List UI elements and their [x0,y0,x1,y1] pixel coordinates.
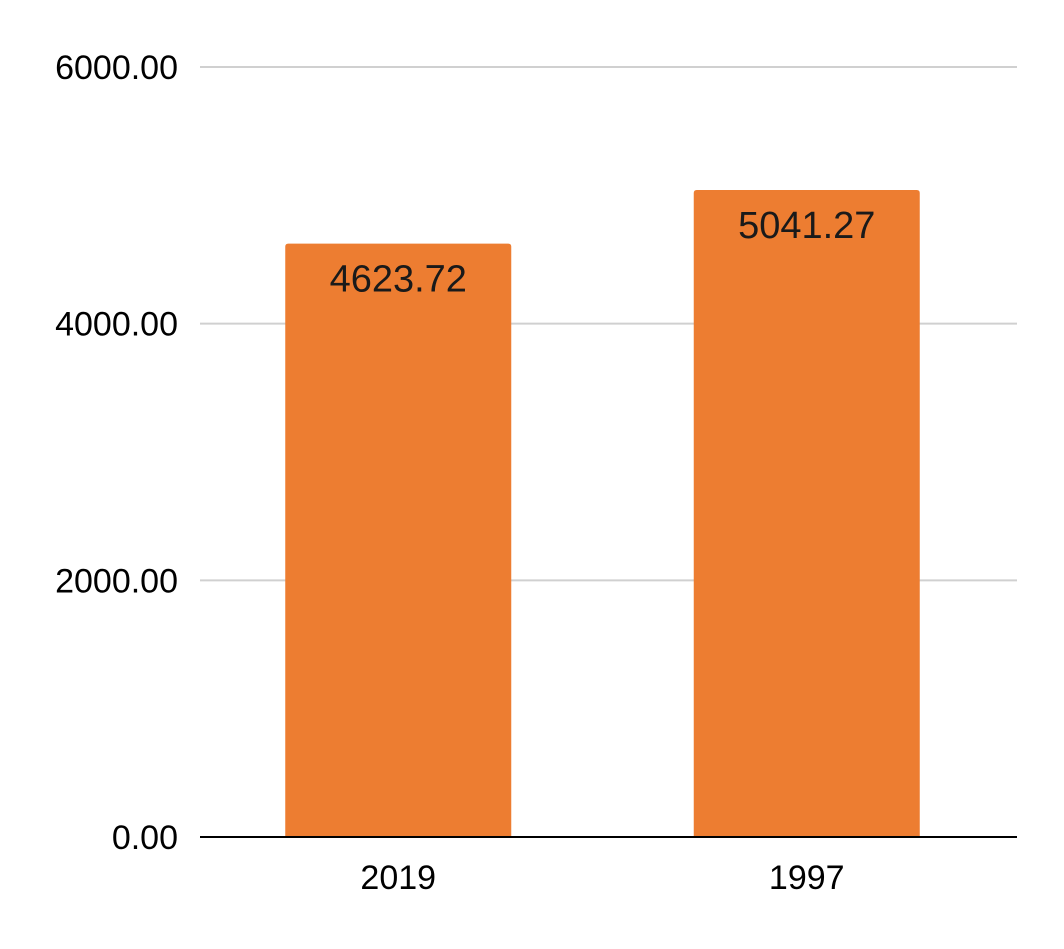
bar-1997 [693,190,920,838]
data-label-2019: 4623.72 [330,259,467,301]
data-label-1997: 5041.27 [738,205,875,247]
data-labels: 4623.72 5041.27 [330,205,876,301]
x-tick-label-1997: 1997 [769,859,845,897]
bar-2019 [285,243,512,837]
x-axis-tick-labels: 2019 1997 [360,859,844,897]
y-tick-label: 4000.00 [55,306,178,344]
y-tick-label: 6000.00 [55,49,178,87]
y-axis-tick-labels: 0.00 2000.00 4000.00 6000.00 [55,49,178,857]
y-tick-label: 0.00 [112,819,178,857]
bars [285,190,920,838]
y-tick-label: 2000.00 [55,562,178,600]
x-tick-label-2019: 2019 [360,859,436,897]
